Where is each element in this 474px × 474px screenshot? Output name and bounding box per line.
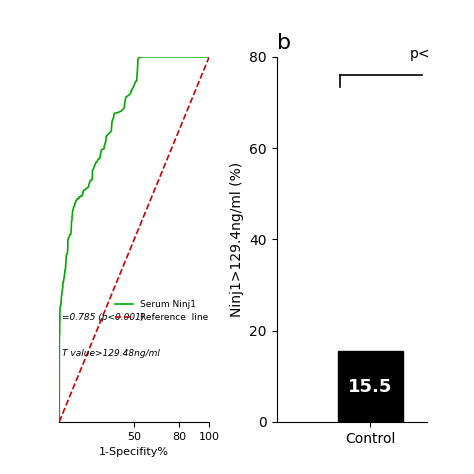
Legend: Serum Ninj1, Reference  line: Serum Ninj1, Reference line <box>111 296 212 326</box>
Serum Ninj1 <box>79 192 84 198</box>
Text: 15.5: 15.5 <box>348 377 392 395</box>
Serum Ninj1 <box>206 54 212 60</box>
Serum Ninj1 <box>56 419 62 425</box>
Serum Ninj1 <box>138 54 144 60</box>
Text: =0.785 (p<0.001): =0.785 (p<0.001) <box>62 313 145 322</box>
Serum Ninj1 <box>64 253 69 258</box>
X-axis label: 1-Specifity%: 1-Specifity% <box>99 447 169 457</box>
Text: p<: p< <box>410 47 430 62</box>
Text: T value>129.48ng/ml: T value>129.48ng/ml <box>62 349 160 358</box>
Line: Serum Ninj1: Serum Ninj1 <box>59 57 209 422</box>
Serum Ninj1 <box>82 187 87 193</box>
Serum Ninj1 <box>129 85 135 91</box>
Serum Ninj1 <box>178 54 183 60</box>
Y-axis label: Ninj1>129.4ng/ml (%): Ninj1>129.4ng/ml (%) <box>230 162 244 317</box>
Text: b: b <box>277 33 291 53</box>
Bar <box>337 351 403 422</box>
Serum Ninj1 <box>90 167 95 173</box>
